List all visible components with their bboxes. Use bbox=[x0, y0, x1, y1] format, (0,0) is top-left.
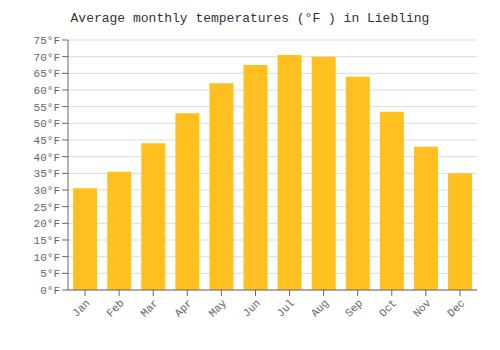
svg-text:65°F: 65°F bbox=[34, 68, 60, 80]
svg-text:May: May bbox=[207, 297, 230, 320]
svg-text:50°F: 50°F bbox=[34, 118, 60, 130]
svg-text:Dec: Dec bbox=[445, 297, 467, 319]
svg-text:25°F: 25°F bbox=[34, 202, 60, 214]
html-text:Average monthly temperatures (: Average monthly temperatures (°F ) in Li… bbox=[70, 11, 430, 26]
svg-text:60°F: 60°F bbox=[34, 85, 60, 97]
svg-text:Jul: Jul bbox=[275, 297, 297, 319]
svg-text:15°F: 15°F bbox=[34, 235, 60, 247]
svg-text:Nov: Nov bbox=[411, 297, 434, 320]
svg-text:35°F: 35°F bbox=[34, 168, 60, 180]
svg-text:Feb: Feb bbox=[104, 297, 126, 319]
svg-text:5°F: 5°F bbox=[40, 268, 60, 280]
svg-text:10°F: 10°F bbox=[34, 252, 60, 264]
svg-text:20°F: 20°F bbox=[34, 218, 60, 230]
svg-text:Mar: Mar bbox=[138, 297, 160, 319]
svg-text:Jan: Jan bbox=[70, 297, 92, 319]
svg-text:Apr: Apr bbox=[172, 297, 194, 319]
svg-text:30°F: 30°F bbox=[34, 185, 60, 197]
svg-text:Jun: Jun bbox=[241, 297, 263, 319]
svg-text:Sep: Sep bbox=[343, 297, 365, 319]
svg-text:75°F: 75°F bbox=[34, 35, 60, 47]
svg-text:40°F: 40°F bbox=[34, 152, 60, 164]
svg-text:Oct: Oct bbox=[377, 297, 399, 319]
svg-text:70°F: 70°F bbox=[34, 52, 60, 64]
svg-text:45°F: 45°F bbox=[34, 135, 60, 147]
svg-text:0°F: 0°F bbox=[40, 285, 60, 297]
svg-text:Aug: Aug bbox=[309, 297, 331, 319]
svg-text:55°F: 55°F bbox=[34, 102, 60, 114]
